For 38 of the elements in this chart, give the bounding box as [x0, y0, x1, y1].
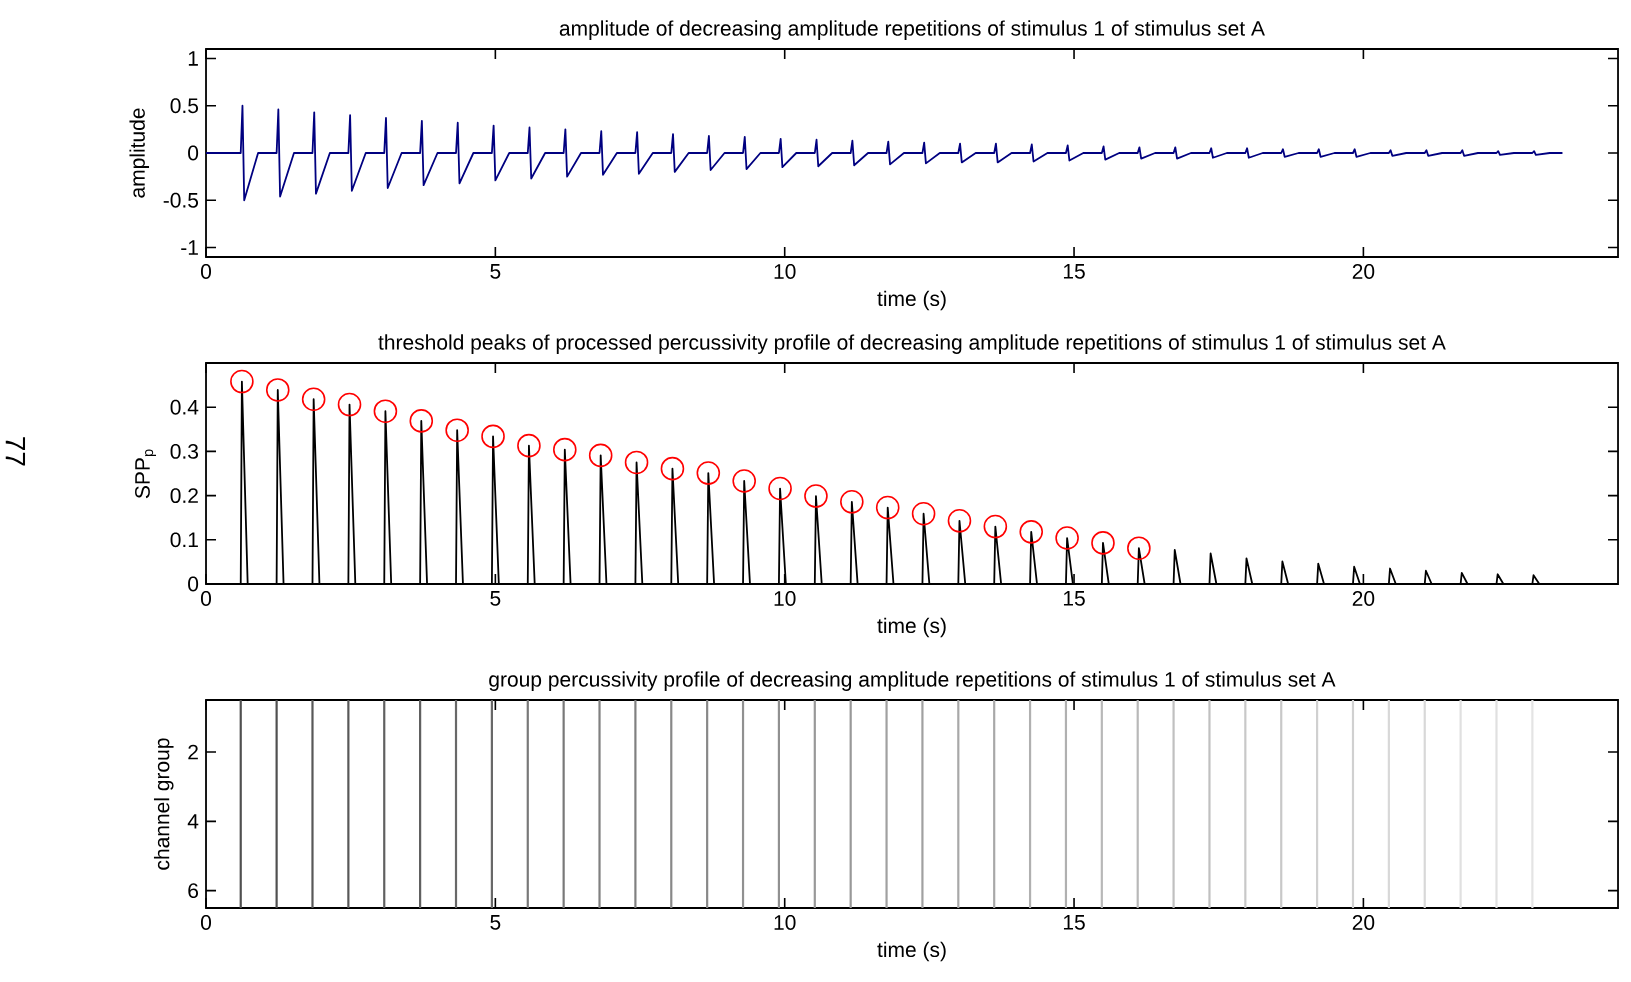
chart-title: amplitude of decreasing amplitude repetitions of stimulus 1 of stimulus set A [559, 20, 1265, 40]
x-tick-label: 15 [1063, 591, 1085, 606]
x-tick-label: 0 [200, 591, 212, 606]
y-tick-label: 0.4 [170, 399, 199, 415]
y-tick-label: 0.2 [170, 488, 198, 504]
chart-title: threshold peaks of processed percussivity profile of decreasing amplitude repetitions of stimulus 1 of stimulus set A [378, 334, 1446, 354]
y-tick-label: 0.3 [170, 443, 199, 459]
x-tick-label: 20 [1352, 591, 1375, 606]
y-tick-label: 2 [188, 744, 198, 760]
x-tick-label: 5 [490, 915, 501, 930]
x-tick-label: 15 [1063, 264, 1085, 279]
y-tick-label: 0.5 [170, 98, 199, 114]
x-tick-label: 10 [774, 591, 796, 606]
x-tick-label: 0 [200, 915, 212, 930]
y-tick-label: 0 [188, 576, 199, 592]
y-tick-label: 1 [188, 51, 198, 66]
text: 77 [5, 437, 26, 466]
y-tick-label: 6 [188, 883, 199, 899]
x-tick-label: 20 [1352, 264, 1375, 279]
x-tick-label: 5 [490, 591, 501, 606]
x-axis-title: time (s) [877, 290, 946, 311]
x-tick-label: 20 [1352, 915, 1375, 930]
x-axis-title: time (s) [877, 941, 946, 962]
y-axis-title: amplitude [129, 108, 150, 198]
chart-title: group percussivity profile of decreasing amplitude repetitions of stimulus 1 of stimulus set A [489, 671, 1336, 691]
y-tick-label: -1 [181, 240, 198, 255]
x-tick-label: 5 [490, 264, 501, 279]
y-tick-label: 0 [188, 145, 199, 161]
y-axis-title: SPP$_{p}$ [135, 449, 157, 499]
y-tick-label: 0.1 [170, 532, 198, 548]
x-tick-label: 10 [774, 264, 796, 279]
x-tick-label: 0 [200, 264, 212, 279]
y-axis-title: channel group [153, 738, 174, 870]
x-tick-label: 15 [1063, 915, 1085, 930]
x-axis-title: time (s) [877, 617, 946, 638]
y-tick-label: -0.5 [163, 192, 199, 208]
x-tick-label: 10 [774, 915, 796, 930]
y-tick-label: 4 [187, 814, 199, 829]
